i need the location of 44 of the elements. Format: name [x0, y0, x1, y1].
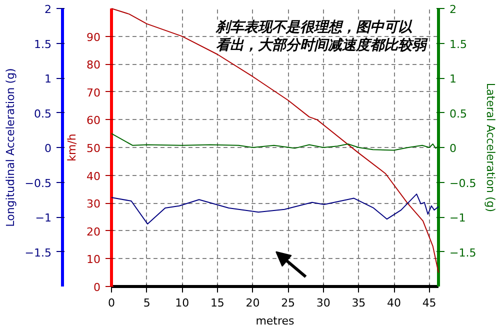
- x-tick-label: 10: [175, 296, 190, 310]
- y-tick-label: 10: [86, 253, 101, 266]
- x-tick-label: 0: [108, 296, 115, 310]
- x-tick-label: 45: [422, 296, 436, 310]
- y-tick-label: 30: [86, 198, 101, 211]
- y3-tick-label: 1: [44, 72, 52, 86]
- y3-tick-label: 0.5: [34, 107, 52, 120]
- y3-axis-title: Longitudinal Acceleration (g): [4, 68, 17, 227]
- y3-tick-label: −1: [35, 212, 52, 224]
- line-series: [111, 194, 439, 224]
- x-tick-label: 35: [352, 296, 366, 310]
- x-tick-label: 40: [387, 296, 402, 310]
- y3-tick-label: 1.5: [34, 38, 52, 51]
- y2-tick-label: −1: [450, 212, 466, 224]
- y2-tick-label: 1: [450, 72, 456, 86]
- line-series: [111, 8, 439, 274]
- x-tick-label: 30: [316, 296, 330, 310]
- y2-tick-label: −0.5: [450, 176, 476, 190]
- annotation: 刹车表现不是很理想，图中可以: [215, 18, 414, 36]
- y2-tick-label: −1.5: [450, 246, 476, 260]
- y2-tick-label: 0.5: [450, 107, 467, 120]
- y-tick-label: 80: [86, 58, 101, 72]
- x-tick-label: 15: [210, 296, 224, 310]
- x-tick-label: 5: [143, 296, 150, 310]
- x-tick-label: 20: [246, 296, 260, 310]
- y3-tick-label: 0: [44, 142, 52, 155]
- y3-tick-label: −0.5: [24, 176, 52, 190]
- y-axis-title: km/h: [66, 134, 79, 162]
- y-tick-label: 0: [94, 281, 100, 294]
- y2-tick-label: 2: [450, 3, 456, 16]
- y-tick-label: 90: [86, 30, 101, 44]
- x-tick-label: 25: [281, 296, 296, 310]
- y-tick-label: 40: [86, 170, 101, 183]
- y2-tick-label: 0: [450, 142, 456, 155]
- y-tick-label: 20: [86, 225, 101, 238]
- y-tick-label: 70: [86, 86, 101, 100]
- y2-tick-label: 1.5: [450, 38, 467, 51]
- y3-tick-label: 2: [44, 3, 52, 16]
- y3-tick-label: −1.5: [24, 246, 52, 260]
- annotation: 看出，大部分时间减速度都比较弱: [216, 36, 428, 54]
- y-tick-label: 60: [86, 114, 101, 128]
- y-tick-label: 50: [86, 142, 101, 155]
- x-axis-title: metres: [256, 314, 295, 328]
- y2-axis-title: Lateral Acceleration (g): [484, 82, 498, 212]
